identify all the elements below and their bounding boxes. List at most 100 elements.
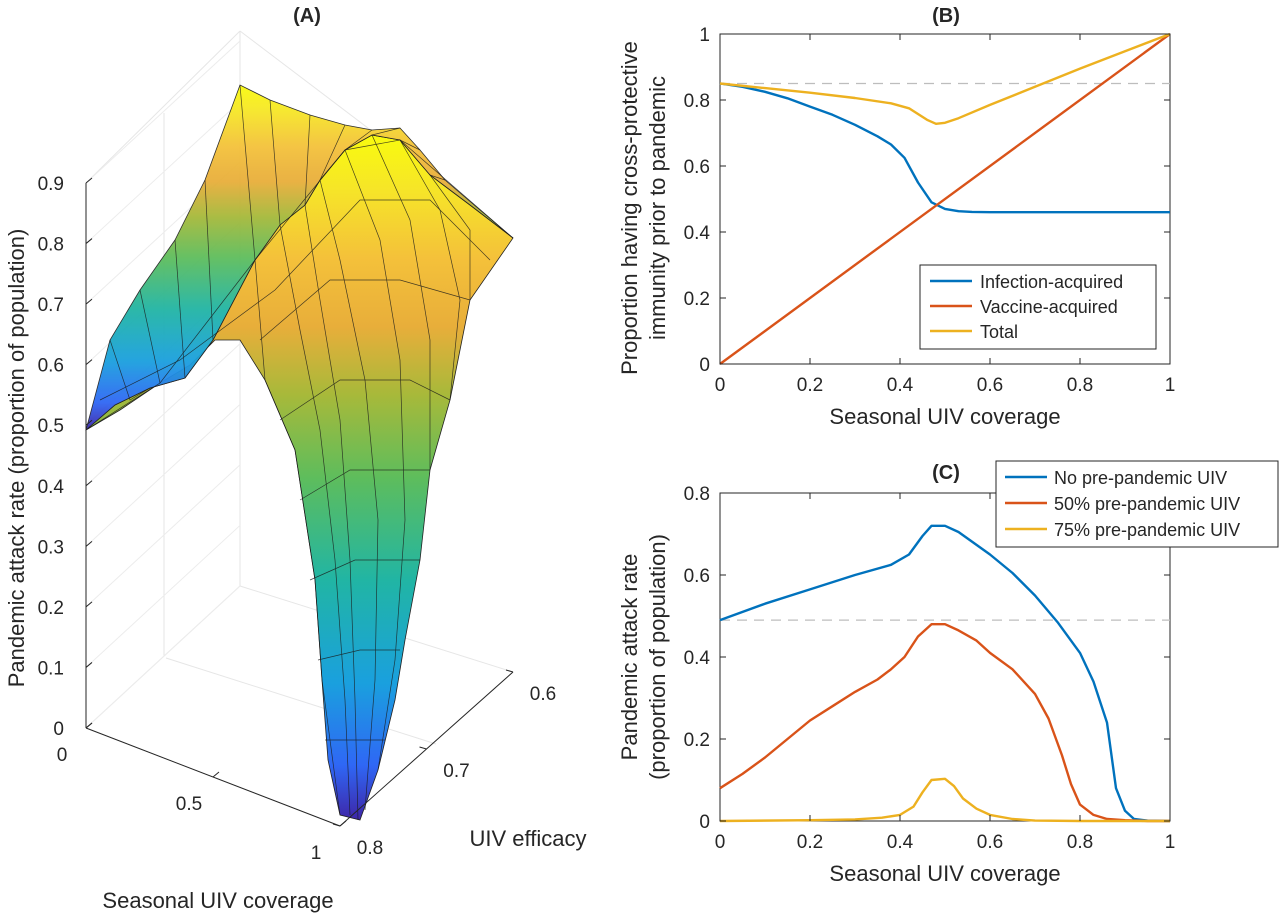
y-tick-label: 0	[699, 355, 710, 376]
x-tick-label: 0.8	[1067, 375, 1093, 396]
a-z-gridline	[85, 585, 241, 729]
a-z-gridline	[85, 403, 241, 547]
y-tick-label: 0.8	[684, 484, 710, 505]
x-tick-label: 1	[1165, 832, 1176, 853]
x-tick-label: 0.6	[977, 832, 1003, 853]
a-z-tick	[85, 540, 93, 547]
panel-c: (C) 0 0.2 0.4 0.6 0.8 1 0 0.2 0.4 0.6 0.8 Seasona…	[617, 460, 1279, 886]
legend-label-75-prepandemic: 75% pre-pandemic UIV	[1054, 520, 1240, 540]
panel-a-x-label: Seasonal UIV coverage	[102, 888, 333, 913]
x-tick-label: 0.2	[797, 832, 823, 853]
a-z-gridline	[85, 40, 241, 184]
panel-c-series	[719, 524, 1171, 823]
a-z-tick	[85, 238, 93, 244]
panel-c-x-ticks: 0 0.2 0.4 0.6 0.8 1	[715, 493, 1176, 853]
legend-label-infection: Infection-acquired	[980, 272, 1123, 292]
a-x-tick	[85, 722, 93, 729]
x-tick-label: 0	[715, 832, 726, 853]
a-x-tick	[339, 820, 347, 827]
panel-a-z-label: Pandemic attack rate (proportion of popu…	[4, 229, 29, 688]
x-tick-label: 0.2	[797, 375, 823, 396]
series-line-2	[719, 623, 1170, 823]
series-line-2	[719, 33, 1171, 365]
panel-a-z-gridlines	[85, 40, 241, 729]
panel-b-y-label-line1: Proportion having cross-protective	[617, 41, 642, 375]
a-y-tick-label: 0.6	[530, 684, 556, 705]
series-line-1	[719, 524, 1171, 823]
panel-a: (A)	[4, 5, 586, 913]
panel-c-legend: No pre-pandemic UIV 50% pre-pandemic UIV…	[995, 460, 1279, 548]
series-line-3	[719, 777, 1170, 823]
series-line-3	[719, 32, 1171, 126]
surface-mesh	[85, 84, 514, 821]
x-tick-label: 1	[1165, 375, 1176, 396]
a-z-tick-label: 0.9	[38, 174, 64, 195]
legend-label-total: Total	[980, 322, 1018, 342]
panel-b-axes-box	[719, 33, 1171, 365]
a-z-gridline	[85, 525, 241, 668]
a-z-tick-label: 0.2	[38, 598, 64, 619]
legend-label-vaccine: Vaccine-acquired	[980, 297, 1118, 317]
a-z-tick-label: 0.8	[38, 235, 64, 256]
panel-c-y-ticks: 0 0.2 0.4 0.6 0.8	[684, 484, 1170, 833]
a-z-gridline	[85, 464, 241, 608]
a-z-tick-label: 0.3	[38, 537, 64, 558]
a-z-tick	[85, 662, 93, 668]
y-tick-label: 0.6	[684, 566, 710, 587]
a-z-tick-label: 0.6	[38, 356, 64, 377]
a-z-tick-label: 0.4	[38, 477, 65, 498]
panel-c-x-label: Seasonal UIV coverage	[829, 861, 1060, 886]
a-z-gridline	[85, 101, 241, 244]
a-x-tick-label: 0.5	[176, 794, 202, 815]
x-tick-label: 0.4	[887, 832, 914, 853]
x-tick-label: 0.6	[977, 375, 1003, 396]
y-tick-label: 0.8	[684, 91, 710, 112]
panel-b-x-ticks: 0 0.2 0.4 0.6 0.8 1	[715, 34, 1176, 396]
y-tick-label: 1	[699, 25, 710, 46]
y-tick-label: 0.2	[684, 730, 710, 751]
a-z-tick	[85, 480, 93, 487]
x-tick-label: 0.4	[887, 375, 914, 396]
panel-b-y-label-line2: immunity prior to pandemic	[645, 76, 670, 340]
panel-a-surface	[85, 84, 514, 821]
panel-c-y-label-line1: Pandemic attack rate	[617, 554, 642, 761]
series-line-1	[719, 82, 1170, 214]
a-z-tick-label: 0.1	[38, 658, 64, 679]
a-x-tick-label: 0	[57, 745, 68, 766]
a-z-tick	[85, 298, 93, 305]
y-tick-label: 0.4	[684, 648, 711, 669]
a-y-tick	[332, 823, 341, 827]
y-tick-label: 0.6	[684, 157, 710, 178]
a-x-tick	[212, 771, 220, 778]
a-z-tick	[85, 601, 93, 608]
panel-c-title: (C)	[932, 462, 960, 484]
a-z-tick-label: 0.5	[38, 416, 64, 437]
a-y-tick-label: 0.7	[443, 761, 469, 782]
a-z-tick-label: 0	[53, 719, 64, 740]
panel-b-series	[719, 32, 1171, 365]
y-tick-label: 0.4	[684, 223, 711, 244]
panel-a-tick-labels: 0 0.1 0.2 0.3 0.4 0.5 0.6 0.7 0.8 0.9 0 0.5 1 0.6 0.7 0…	[38, 174, 557, 864]
y-tick-label: 0	[699, 812, 710, 833]
x-tick-label: 0	[715, 375, 726, 396]
a-y-tick-label: 0.8	[357, 838, 383, 859]
a-y-tick	[419, 746, 427, 750]
y-tick-label: 0.2	[684, 289, 710, 310]
a-z-gridline	[85, 343, 241, 487]
panel-b-title: (B)	[932, 5, 960, 27]
a-z-tick	[85, 419, 93, 426]
panel-b-legend: Infection-acquired Vaccine-acquired Tota…	[919, 264, 1157, 350]
panel-a-title: (A)	[293, 5, 321, 27]
a-z-tick	[85, 177, 93, 184]
panel-b-y-ticks: 0 0.2 0.4 0.6 0.8 1	[684, 25, 1170, 376]
a-z-tick	[85, 359, 93, 366]
panel-c-y-label-line2: (proportion of population)	[645, 534, 670, 780]
panel-b-x-label: Seasonal UIV coverage	[829, 404, 1060, 429]
panel-a-y-label: UIV efficacy	[470, 826, 587, 851]
x-tick-label: 0.8	[1067, 832, 1093, 853]
legend-label-50-prepandemic: 50% pre-pandemic UIV	[1054, 494, 1240, 514]
a-x-tick-label: 1	[311, 843, 322, 864]
a-y-tick	[505, 669, 514, 673]
